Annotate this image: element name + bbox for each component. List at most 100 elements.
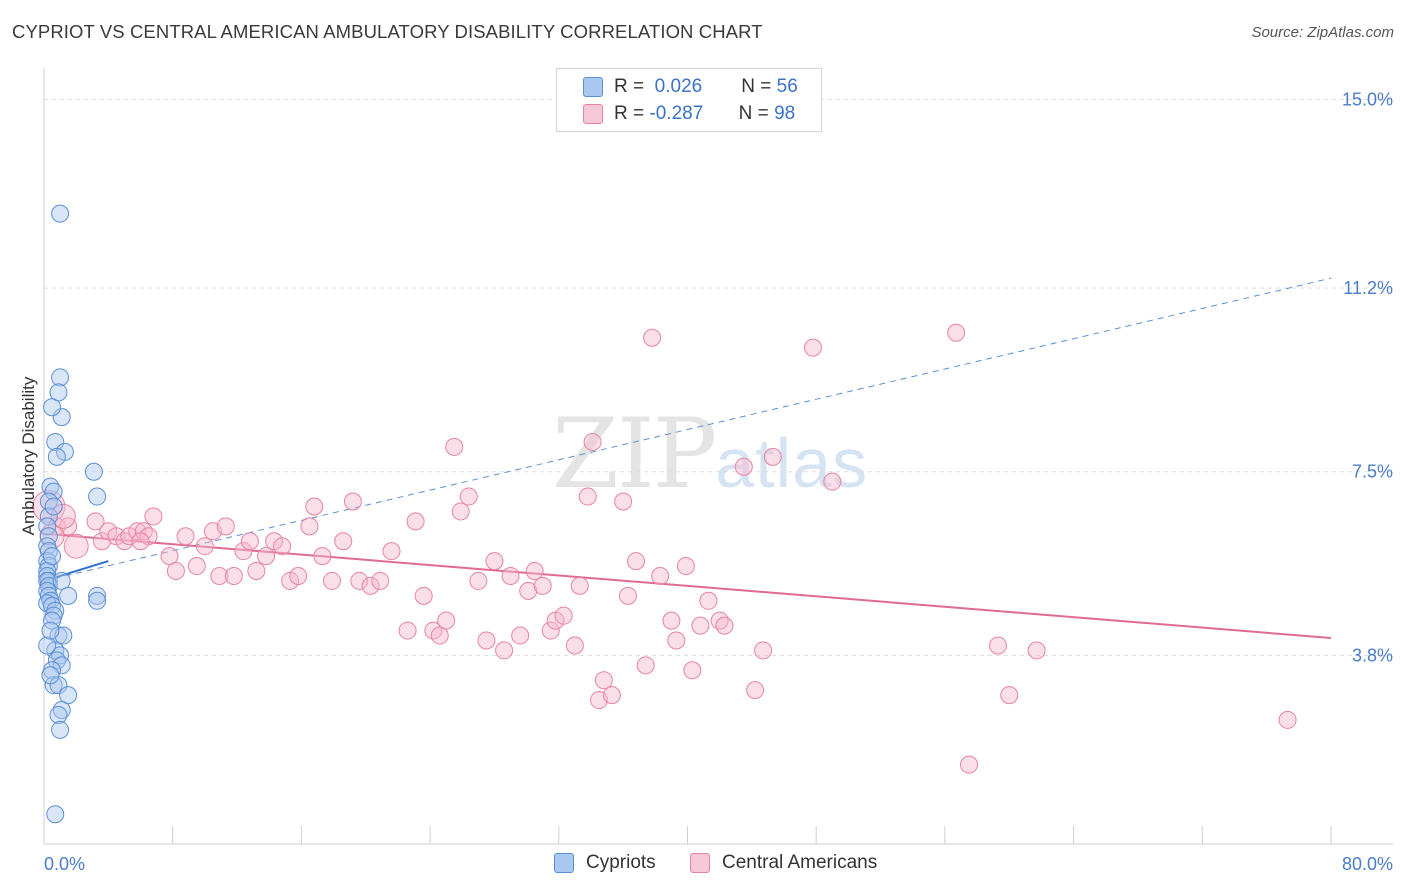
cypriot-points [38, 204, 107, 824]
central-american-point [305, 497, 324, 516]
central-american-point [960, 755, 979, 774]
central-american-point [176, 527, 195, 546]
central-american-point [234, 542, 253, 561]
central-american-point [511, 626, 530, 645]
y-tick-label: 11.2% [1343, 278, 1393, 298]
bottom-legend-cypriots: Cypriots [554, 852, 656, 874]
cypriot-point [51, 368, 70, 387]
y-tick-label: 15.0% [1342, 89, 1393, 109]
watermark: ZIPatlas [552, 398, 868, 510]
central-american-point [166, 562, 185, 581]
x-tick-label: 0.0% [44, 854, 85, 874]
cypriot-point [52, 656, 71, 675]
central-american-point [92, 532, 111, 551]
central-american-point [247, 562, 266, 581]
central-american-point [602, 686, 621, 705]
central-american-point [667, 631, 686, 650]
legend-n-value: 56 [776, 76, 798, 97]
central-american-point [160, 547, 179, 566]
cypriot-point [52, 571, 71, 590]
legend-n-value: 98 [774, 103, 796, 124]
central-american-point [50, 503, 76, 529]
central-american-point [570, 576, 589, 595]
central-american-point [1278, 710, 1297, 729]
cypriot-point [43, 547, 62, 566]
central-american-point [803, 338, 822, 357]
central-american-point [414, 586, 433, 605]
central-american-point [519, 581, 538, 600]
central-american-point [627, 552, 646, 571]
cypriot-point [51, 720, 70, 739]
central-american-point [988, 636, 1007, 655]
cypriot-point [51, 204, 70, 223]
central-american-point [224, 566, 243, 585]
bottom-legend-label: Central Americans [722, 852, 878, 873]
cypriot-point [88, 586, 107, 605]
legend-r-value: 0.026 [654, 76, 703, 97]
central-american-point [1000, 686, 1019, 705]
central-american-point [313, 547, 332, 566]
cypriot-point [47, 447, 66, 466]
central-american-point [115, 532, 134, 551]
central-american-point [131, 532, 150, 551]
gridlines [44, 98, 1393, 656]
cypriot-point [59, 586, 78, 605]
central-american-point [754, 641, 773, 660]
legend-row-cypriots: R = 0.026 N = 56 [583, 74, 798, 100]
central-american-point [485, 552, 504, 571]
central-american-point [300, 517, 319, 536]
y-tick-label: 3.8% [1352, 645, 1393, 665]
central-american-point [382, 542, 401, 561]
x-tick-label: 80.0% [1342, 854, 1393, 874]
y-tick-label: 7.5% [1352, 462, 1393, 482]
cypriot-point [41, 666, 60, 685]
central-american-point [257, 547, 276, 566]
central-american-point [406, 512, 425, 531]
central-american-point [371, 571, 390, 590]
central-americans-swatch [583, 104, 603, 124]
cypriot-point [52, 408, 71, 427]
watermark-atlas: atlas [715, 424, 869, 502]
cypriot-point [84, 462, 103, 481]
central-american-point [565, 636, 584, 655]
central-americans-swatch [690, 853, 710, 873]
central-american-point [554, 606, 573, 625]
central-american-point [445, 437, 464, 456]
central-american-point [86, 512, 105, 531]
central-american-point [643, 328, 662, 347]
axes [43, 68, 1393, 845]
central-american-point [430, 626, 449, 645]
central-american-point [594, 671, 613, 690]
central-american-point [134, 522, 153, 541]
central-american-point [746, 681, 765, 700]
y-axis-label: Ambulatory Disability [19, 376, 38, 535]
central-american-point [823, 472, 842, 491]
central-american-point [710, 611, 729, 630]
central-american-point [289, 566, 308, 585]
cypriot-point [41, 621, 60, 640]
central-american-point [578, 487, 597, 506]
central-american-point [636, 656, 655, 675]
cypriot-point [49, 705, 68, 724]
central-american-point [195, 537, 214, 556]
chart-title: CYPRIOT VS CENTRAL AMERICAN AMBULATORY D… [12, 21, 763, 42]
cypriot-point [59, 686, 78, 705]
central-american-point [187, 557, 206, 576]
cypriot-point [46, 432, 65, 451]
central-american-point [495, 641, 514, 660]
central-american-point [273, 537, 292, 556]
legend-n-label: N = [738, 103, 769, 124]
cypriot-point [43, 398, 62, 417]
cypriot-point [46, 805, 65, 824]
central-american-point [683, 661, 702, 680]
central-american-point [437, 611, 456, 630]
central-american-point [662, 611, 681, 630]
central-american-point [144, 507, 163, 526]
legend-r-value: -0.287 [649, 103, 704, 124]
central-american-point [216, 517, 235, 536]
central-american-point [240, 532, 259, 551]
central-american-point [477, 631, 496, 650]
central-american-point [398, 621, 417, 640]
cypriot-point [41, 477, 60, 496]
central-american-point [63, 533, 89, 559]
